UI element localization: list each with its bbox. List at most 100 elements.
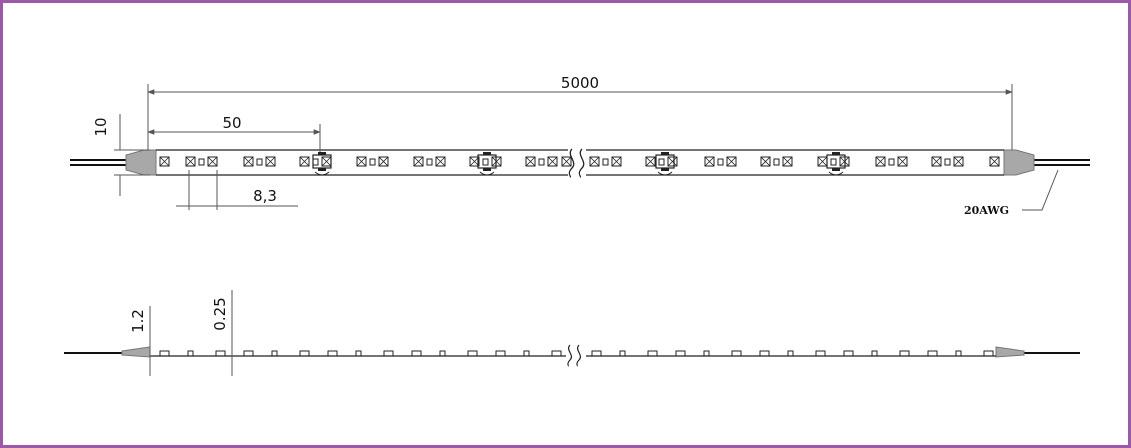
- side-led-bump: [843, 350, 854, 357]
- side-led-bump: [299, 350, 310, 357]
- dim-thickness: 1.2: [129, 306, 151, 376]
- led-cross: [299, 156, 310, 167]
- wire-gauge-label: 20AWG: [964, 204, 1009, 217]
- led-cross: [525, 156, 536, 167]
- resistor-icon: [830, 158, 837, 166]
- right-wire: [1032, 159, 1090, 166]
- led-outline: [413, 156, 424, 167]
- led-outline: [726, 156, 737, 167]
- led-outline: [265, 156, 276, 167]
- side-led-bump: [243, 350, 254, 357]
- resistor-icon: [773, 158, 780, 166]
- side-led-bump: [703, 350, 710, 357]
- led-outline: [243, 156, 254, 167]
- side-led-bump: [411, 350, 422, 357]
- led-outline: [645, 156, 656, 167]
- ic-arc: [828, 171, 844, 176]
- side-led-bump: [647, 350, 658, 357]
- side-right-cap: [995, 346, 1025, 358]
- side-led-bump: [383, 350, 394, 357]
- smd-led-chip-icon: [726, 156, 737, 167]
- led-cross: [547, 156, 558, 167]
- led-cross: [185, 156, 196, 167]
- smd-led-chip-icon: [611, 156, 622, 167]
- led-cross: [611, 156, 622, 167]
- smd-led-chip-icon: [953, 156, 964, 167]
- top-view: 5000 50 10 8,3 20AWG: [70, 74, 1090, 217]
- smd-led-chip-icon: [378, 156, 389, 167]
- ic-pin: [661, 152, 669, 155]
- resistor-icon: [717, 158, 724, 166]
- smd-led-chip-icon: [321, 156, 332, 167]
- wire-gauge-callout: 20AWG: [964, 169, 1059, 217]
- side-led-bump: [675, 350, 686, 357]
- smd-led-chip-icon: [265, 156, 276, 167]
- resistor-icon: [369, 158, 376, 166]
- side-led-bump: [955, 350, 962, 357]
- led-outline: [159, 156, 170, 167]
- led-outline: [435, 156, 446, 167]
- led-cross: [897, 156, 908, 167]
- led-cross: [817, 156, 828, 167]
- ic-pin: [832, 152, 840, 155]
- resistor-icon: [658, 158, 665, 166]
- ic-arc: [479, 171, 495, 176]
- dim-thickness-label: 1.2: [129, 309, 147, 333]
- led-outline: [782, 156, 793, 167]
- led-cross: [561, 156, 572, 167]
- side-break-symbol: [567, 344, 582, 367]
- dim-width: 10: [92, 114, 150, 196]
- led-cross: [667, 156, 678, 167]
- led-cross: [760, 156, 771, 167]
- break-symbol: [568, 148, 585, 178]
- led-cross: [207, 156, 218, 167]
- led-cross: [989, 156, 1000, 167]
- smd-led-chip-icon: [547, 156, 558, 167]
- ic-chip-icon: [655, 152, 675, 176]
- side-led-bump: [815, 350, 826, 357]
- resistor-icon: [198, 158, 205, 166]
- side-led-bump: [731, 350, 742, 357]
- side-view: 1.2 0.25: [64, 290, 1080, 376]
- smd-led-chip-icon: [667, 156, 678, 167]
- led-outline: [953, 156, 964, 167]
- led-outline: [931, 156, 942, 167]
- ic-chip-icon: [826, 152, 846, 176]
- smd-led-chip-icon: [525, 156, 536, 167]
- smd-led-chip-icon: [875, 156, 886, 167]
- led-cross: [378, 156, 389, 167]
- led-outline: [561, 156, 572, 167]
- smd-led-chip-icon: [897, 156, 908, 167]
- led-cross: [243, 156, 254, 167]
- side-left-cap: [121, 346, 151, 358]
- led-cross: [875, 156, 886, 167]
- ic-arc: [657, 171, 673, 176]
- side-led-bump: [271, 350, 278, 357]
- resistor-icon: [944, 158, 951, 166]
- led-cross: [931, 156, 942, 167]
- smd-led-chip-icon: [299, 156, 310, 167]
- ic-chip-icon: [312, 152, 332, 176]
- led-outline: [525, 156, 536, 167]
- dim-segment-length: 50: [147, 114, 321, 152]
- side-led-bump: [927, 350, 938, 357]
- ic-pin: [483, 152, 491, 155]
- led-cross: [589, 156, 600, 167]
- led-outline: [469, 156, 480, 167]
- smd-led-chip-icon: [356, 156, 367, 167]
- strip-body: [156, 149, 1004, 176]
- led-outline: [207, 156, 218, 167]
- side-led-bump: [355, 350, 362, 357]
- led-outline: [875, 156, 886, 167]
- smd-led-chip-icon: [185, 156, 196, 167]
- led-outline: [760, 156, 771, 167]
- side-led-bump: [551, 350, 562, 357]
- smd-led-chip-icon: [207, 156, 218, 167]
- dim-pcb-thickness: 0.25: [211, 290, 233, 376]
- side-led-bump: [439, 350, 446, 357]
- led-cross: [953, 156, 964, 167]
- led-cross: [435, 156, 446, 167]
- side-led-bump: [759, 350, 770, 357]
